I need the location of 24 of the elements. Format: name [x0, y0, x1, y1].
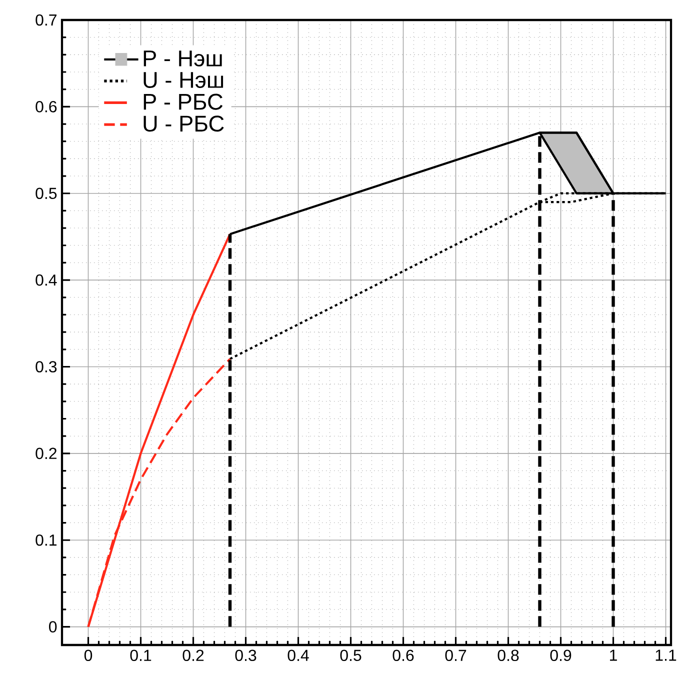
- x-tick-label: 0.1: [130, 650, 152, 662]
- y-tick-label: 0: [49, 621, 57, 632]
- y-tick-label: 0.1: [36, 534, 57, 546]
- legend-label: P - Нэш: [144, 50, 222, 66]
- x-tick-label: 0.3: [235, 650, 256, 662]
- y-tick-label: 0.4: [36, 274, 57, 286]
- x-tick-label: 1: [610, 650, 617, 661]
- x-tick-label: 1.1: [656, 650, 676, 661]
- x-tick-label: 0.8: [498, 650, 519, 662]
- x-tick-label: 0.9: [550, 650, 572, 662]
- y-tick-label: 0.5: [36, 188, 57, 200]
- legend-label: U - РБС: [144, 116, 224, 132]
- x-tick-label: 0.2: [182, 650, 204, 662]
- y-tick-label: 0.3: [36, 361, 57, 372]
- x-tick-label: 0.6: [392, 650, 414, 662]
- y-tick-label: 0.2: [36, 448, 56, 460]
- y-tick-label: 0.7: [36, 14, 56, 26]
- legend-label: P - РБС: [144, 94, 223, 110]
- legend-label: U - Нэш: [144, 72, 224, 88]
- x-tick-label: 0.7: [445, 650, 466, 662]
- x-tick-label: 0.4: [288, 650, 309, 662]
- x-tick-label: 0: [84, 650, 92, 662]
- x-tick-label: 0.5: [340, 650, 362, 662]
- y-tick-label: 0.6: [36, 101, 57, 112]
